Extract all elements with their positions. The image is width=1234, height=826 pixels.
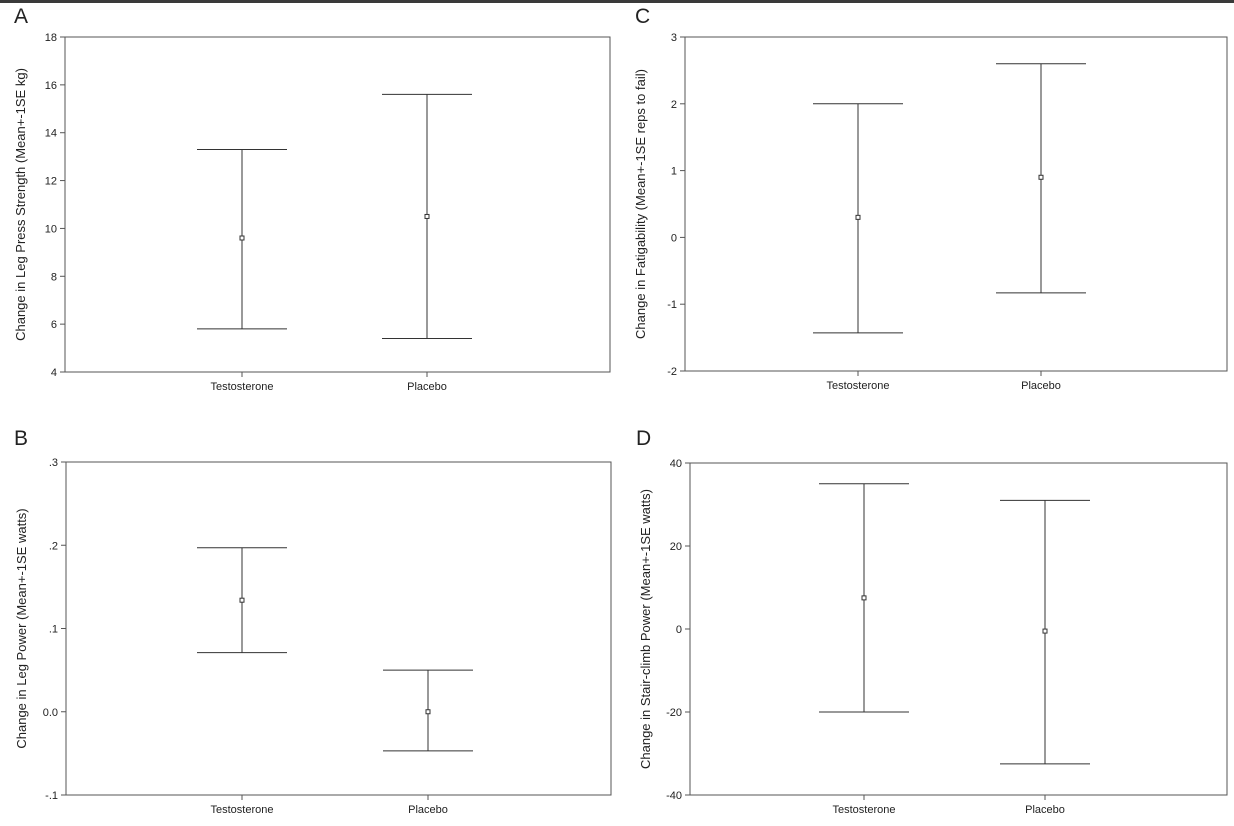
x-category-label: Testosterone bbox=[211, 804, 274, 816]
mean-marker bbox=[855, 214, 861, 220]
y-tick-label: 0 bbox=[671, 232, 677, 244]
y-tick-label: 0.0 bbox=[43, 707, 58, 719]
error-bar-placebo bbox=[1000, 499, 1090, 765]
y-tick-label: 6 bbox=[51, 319, 57, 331]
y-axis-title: Change in Fatigability (Mean+-1SE reps t… bbox=[633, 69, 648, 339]
error-bar-placebo bbox=[996, 63, 1086, 294]
panel-a: A 4 6 8 10 12 14 16 18 Change in Leg Press Streng… bbox=[13, 5, 611, 393]
mean-marker bbox=[1042, 628, 1048, 634]
y-tick-label: 10 bbox=[45, 223, 57, 235]
y-tick-label: -.1 bbox=[45, 790, 58, 802]
y-tick-label: 0 bbox=[676, 624, 682, 636]
y-tick-label: 2 bbox=[671, 99, 677, 111]
mean-marker bbox=[425, 709, 431, 715]
x-category-label: Testosterone bbox=[211, 381, 274, 393]
error-bar-testosterone bbox=[197, 148, 287, 330]
error-bar-testosterone bbox=[197, 547, 287, 654]
y-tick-label: 1 bbox=[671, 166, 677, 178]
y-tick-label: 3 bbox=[671, 32, 677, 44]
y-tick-label: -40 bbox=[666, 790, 682, 802]
y-axis-title: Change in Stair-climb Power (Mean+-1SE w… bbox=[638, 489, 653, 769]
error-bar-placebo bbox=[382, 93, 472, 339]
y-tick-label: -2 bbox=[667, 366, 677, 378]
mean-marker bbox=[239, 597, 245, 603]
y-tick-label: 14 bbox=[45, 128, 57, 140]
panel-d: D -40 -20 0 20 40 Change in Stair-climb Power … bbox=[636, 427, 1228, 816]
x-category-label: Testosterone bbox=[833, 804, 896, 816]
top-border bbox=[0, 0, 1234, 3]
y-axis-title: Change in Leg Power (Mean+-1SE watts) bbox=[14, 508, 29, 748]
y-axis-title: Change in Leg Press Strength (Mean+-1SE … bbox=[13, 68, 28, 341]
x-category-label: Placebo bbox=[408, 804, 448, 816]
x-category-label: Placebo bbox=[407, 381, 447, 393]
y-tick-label: 20 bbox=[670, 541, 682, 553]
x-category-label: Testosterone bbox=[827, 380, 890, 392]
y-tick-label: 4 bbox=[51, 367, 57, 379]
y-tick-label: 12 bbox=[45, 176, 57, 188]
panel-letter: A bbox=[14, 5, 28, 28]
panel-letter: D bbox=[636, 427, 651, 450]
x-category-label: Placebo bbox=[1021, 380, 1061, 392]
mean-marker bbox=[861, 595, 867, 601]
plot-frame bbox=[684, 36, 1228, 372]
y-tick-label: 18 bbox=[45, 32, 57, 44]
y-tick-label: 40 bbox=[670, 458, 682, 470]
plot-frame bbox=[689, 462, 1228, 796]
y-tick-label: 8 bbox=[51, 271, 57, 283]
mean-marker bbox=[239, 235, 245, 241]
panel-letter: C bbox=[635, 5, 650, 28]
panel-c: C -2 -1 0 1 2 3 Change in Fatigability (Mean+-1… bbox=[633, 5, 1228, 392]
y-tick-label: .3 bbox=[49, 457, 58, 469]
y-tick-label: .2 bbox=[49, 540, 58, 552]
panel-letter: B bbox=[14, 427, 28, 450]
error-bar-placebo bbox=[383, 669, 473, 752]
mean-marker bbox=[1038, 174, 1044, 180]
panel-b: B -.1 0.0 .1 .2 .3 Change in Leg Power (Mean+-… bbox=[14, 427, 612, 816]
y-tick-label: 16 bbox=[45, 80, 57, 92]
y-tick-label: -20 bbox=[666, 707, 682, 719]
plot-frame bbox=[65, 461, 612, 796]
y-tick-label: -1 bbox=[667, 299, 677, 311]
y-tick-label: .1 bbox=[49, 624, 58, 636]
error-bar-testosterone bbox=[813, 103, 903, 334]
mean-marker bbox=[424, 213, 430, 219]
x-category-label: Placebo bbox=[1025, 804, 1065, 816]
plot-frame bbox=[64, 36, 611, 373]
error-bar-testosterone bbox=[819, 483, 909, 713]
